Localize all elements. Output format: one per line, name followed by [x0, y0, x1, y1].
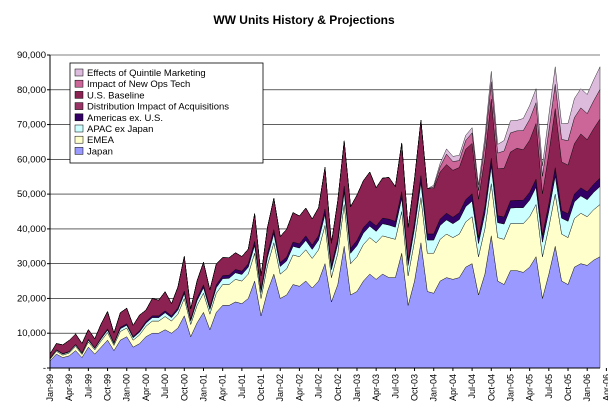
legend-label: Distribution Impact of Acquisitions — [87, 102, 229, 113]
x-tick-label: Jan-02 — [275, 374, 285, 402]
y-tick-label: 40,000 — [17, 224, 46, 235]
x-tick-label: Jan-01 — [198, 374, 208, 402]
legend-swatch — [74, 68, 84, 77]
x-tick-label: Jan-04 — [429, 374, 439, 402]
legend-label: Effects of Quintile Marketing — [87, 68, 206, 79]
x-tick-label: Oct-03 — [410, 374, 420, 401]
x-tick-label: Apr-01 — [218, 374, 228, 401]
x-tick-label: Jul-99 — [83, 374, 93, 399]
x-tick-label: Oct-00 — [179, 374, 189, 401]
x-tick-label: Oct-01 — [256, 374, 266, 401]
y-tick-label: 60,000 — [17, 154, 46, 165]
x-tick-label: Jan-99 — [45, 374, 55, 402]
legend-swatch — [74, 147, 84, 155]
legend-label: EMEA — [87, 135, 115, 146]
y-tick-label: 70,000 — [17, 120, 46, 131]
stacked-areas — [49, 66, 601, 369]
y-tick-label: 90,000 — [17, 50, 46, 61]
legend-swatch — [74, 124, 84, 133]
x-tick-label: Apr-00 — [141, 374, 151, 401]
y-tick-label: - — [43, 363, 46, 374]
legend-label: APAC ex Japan — [87, 124, 153, 135]
y-tick-label: 80,000 — [17, 85, 46, 96]
x-tick-label: Apr-02 — [294, 374, 304, 401]
x-tick-label: Apr-06 — [601, 374, 608, 401]
x-tick-label: Oct-99 — [103, 374, 113, 401]
x-axis: Jan-99 Apr-99 Jul-99 Oct-99 Jan-00 Apr-00 Jul-… — [45, 367, 608, 402]
x-tick-label: Jan-06 — [582, 374, 592, 402]
y-axis: - 10,000 20,000 30,000 40,000 50,000 60,000 70,… — [17, 50, 51, 374]
x-tick-label: Apr-99 — [64, 374, 74, 401]
legend-box — [69, 62, 264, 164]
x-tick-label: Oct-04 — [486, 374, 496, 401]
legend-label: Americas ex. U.S. — [87, 113, 163, 124]
x-tick-label: Jan-03 — [352, 374, 362, 402]
x-tick-label: Oct-05 — [563, 374, 573, 401]
x-tick-label: Apr-04 — [448, 374, 458, 401]
legend-label: Japan — [87, 146, 113, 157]
legend-swatch — [74, 135, 84, 144]
legend-label: Impact of New Ops Tech — [87, 79, 190, 90]
legend-swatch — [74, 113, 84, 122]
x-tick-label: Jul-04 — [467, 374, 477, 399]
y-tick-label: 20,000 — [17, 293, 46, 304]
legend-swatch — [74, 79, 84, 88]
x-tick-label: Jan-05 — [505, 374, 515, 402]
area-series-effects-of-quintile-marketing — [49, 66, 601, 355]
x-tick-label: Apr-05 — [525, 374, 535, 401]
x-tick-label: Jul-00 — [160, 374, 170, 399]
y-tick-label: 30,000 — [17, 259, 46, 270]
legend-swatch — [74, 91, 84, 99]
chart-title: WW Units History & Projections — [213, 13, 395, 27]
y-tick-label: 50,000 — [17, 189, 46, 200]
x-tick-label: Apr-03 — [371, 374, 381, 401]
x-tick-label: Jul-01 — [237, 374, 247, 399]
x-tick-label: Oct-02 — [333, 374, 343, 401]
x-tick-label: Jul-02 — [314, 374, 324, 399]
x-tick-label: Jul-05 — [544, 374, 554, 399]
legend-label: U.S. Baseline — [87, 90, 145, 101]
x-tick-label: Jan-00 — [122, 374, 132, 402]
x-tick-label: Jul-03 — [390, 374, 400, 399]
y-tick-label: 10,000 — [17, 328, 46, 339]
legend-swatch — [74, 102, 84, 110]
